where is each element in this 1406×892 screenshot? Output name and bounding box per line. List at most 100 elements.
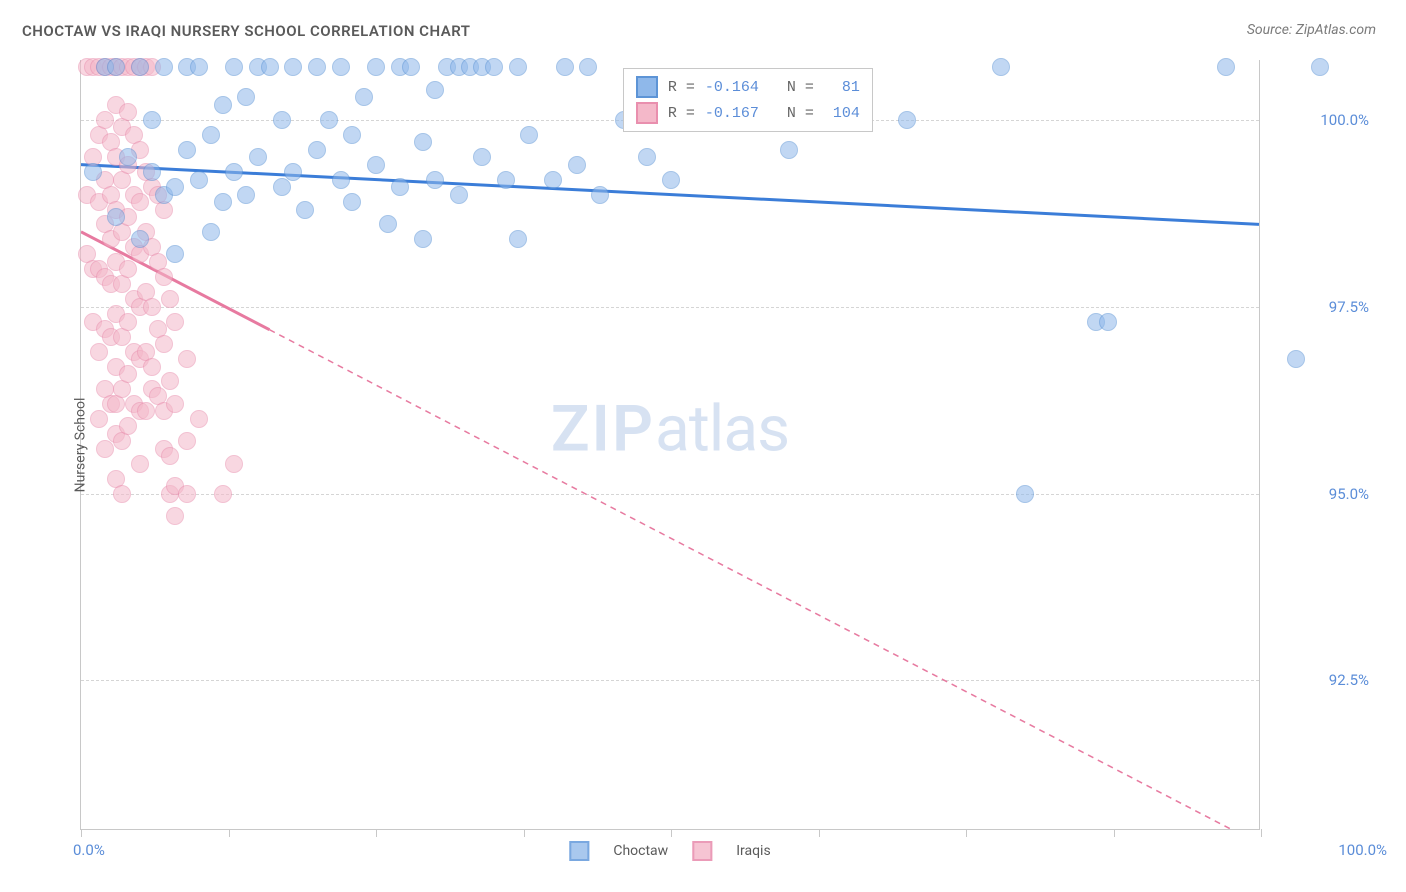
r-label: R = [668, 105, 695, 122]
scatter-point-choctaw [308, 58, 326, 76]
x-tick [376, 829, 377, 837]
scatter-point-iraqis [178, 485, 196, 503]
scatter-point-choctaw [119, 148, 137, 166]
scatter-point-choctaw [473, 148, 491, 166]
scatter-point-choctaw [143, 163, 161, 181]
scatter-point-choctaw [509, 58, 527, 76]
scatter-point-choctaw [1217, 58, 1235, 76]
scatter-point-choctaw [225, 58, 243, 76]
x-tick [819, 829, 820, 837]
scatter-point-iraqis [119, 313, 137, 331]
scatter-point-choctaw [391, 178, 409, 196]
scatter-point-choctaw [155, 58, 173, 76]
scatter-point-choctaw [214, 193, 232, 211]
scatter-point-choctaw [509, 230, 527, 248]
scatter-point-iraqis [113, 485, 131, 503]
scatter-point-choctaw [273, 178, 291, 196]
scatter-point-choctaw [178, 141, 196, 159]
scatter-point-choctaw [249, 148, 267, 166]
n-value-iraqis: 104 [824, 105, 860, 122]
scatter-point-iraqis [90, 343, 108, 361]
chart-title: CHOCTAW VS IRAQI NURSERY SCHOOL CORRELAT… [22, 22, 471, 40]
scatter-point-choctaw [591, 186, 609, 204]
r-value-choctaw: -0.164 [705, 79, 759, 96]
x-axis-max-label: 100.0% [1267, 841, 1387, 859]
scatter-point-choctaw [1311, 58, 1329, 76]
legend-square-iraqis-bottom [692, 841, 712, 861]
scatter-point-choctaw [190, 171, 208, 189]
scatter-point-choctaw [1287, 350, 1305, 368]
scatter-point-choctaw [107, 58, 125, 76]
scatter-point-choctaw [992, 58, 1010, 76]
scatter-point-choctaw [544, 171, 562, 189]
scatter-point-iraqis [96, 111, 114, 129]
scatter-point-choctaw [273, 111, 291, 129]
chart-plot-area: Nursery School ZIPatlas 100.0%97.5%95.0%… [80, 60, 1260, 830]
gridline-h [81, 680, 1259, 681]
scatter-point-choctaw [568, 156, 586, 174]
y-tick-label: 100.0% [1279, 111, 1369, 129]
scatter-point-choctaw [166, 178, 184, 196]
scatter-point-choctaw [332, 58, 350, 76]
stats-row-choctaw: R = -0.164 N = 81 [636, 74, 860, 100]
scatter-point-iraqis [131, 455, 149, 473]
scatter-point-iraqis [137, 402, 155, 420]
scatter-point-choctaw [780, 141, 798, 159]
scatter-point-choctaw [343, 193, 361, 211]
x-tick [524, 829, 525, 837]
x-tick [1261, 829, 1262, 837]
n-value-choctaw: 81 [824, 79, 860, 96]
scatter-point-choctaw [426, 171, 444, 189]
scatter-point-iraqis [225, 455, 243, 473]
r-label: R = [668, 79, 695, 96]
scatter-point-choctaw [131, 58, 149, 76]
scatter-point-iraqis [155, 335, 173, 353]
watermark-bold: ZIP [551, 392, 655, 467]
scatter-point-choctaw [402, 58, 420, 76]
scatter-point-iraqis [155, 268, 173, 286]
x-tick [966, 829, 967, 837]
scatter-point-choctaw [131, 230, 149, 248]
scatter-point-iraqis [131, 193, 149, 211]
bottom-legend: Choctaw Iraqis [569, 841, 770, 861]
scatter-point-choctaw [166, 245, 184, 263]
watermark: ZIPatlas [551, 392, 789, 467]
n-label: N = [787, 105, 814, 122]
scatter-point-iraqis [166, 313, 184, 331]
legend-label-choctaw: Choctaw [613, 843, 668, 859]
scatter-point-choctaw [237, 88, 255, 106]
scatter-point-iraqis [178, 350, 196, 368]
scatter-point-iraqis [166, 507, 184, 525]
x-tick [229, 829, 230, 837]
scatter-point-iraqis [119, 365, 137, 383]
scatter-point-choctaw [107, 208, 125, 226]
scatter-point-choctaw [556, 58, 574, 76]
scatter-point-iraqis [96, 440, 114, 458]
scatter-point-iraqis [119, 260, 137, 278]
scatter-point-iraqis [143, 358, 161, 376]
scatter-point-choctaw [284, 163, 302, 181]
scatter-point-choctaw [261, 58, 279, 76]
scatter-point-iraqis [161, 447, 179, 465]
scatter-point-choctaw [497, 171, 515, 189]
scatter-point-choctaw [579, 58, 597, 76]
watermark-light: atlas [655, 392, 789, 467]
scatter-point-iraqis [161, 372, 179, 390]
scatter-point-choctaw [320, 111, 338, 129]
scatter-point-choctaw [355, 88, 373, 106]
scatter-point-choctaw [414, 230, 432, 248]
scatter-point-choctaw [237, 186, 255, 204]
scatter-point-choctaw [332, 171, 350, 189]
legend-square-iraqis [636, 102, 658, 124]
x-tick [81, 829, 82, 837]
scatter-point-choctaw [143, 111, 161, 129]
correlation-stats-box: R = -0.164 N = 81 R = -0.167 N = 104 [623, 68, 873, 132]
y-axis-title: Nursery School [72, 397, 88, 492]
scatter-point-iraqis [90, 410, 108, 428]
scatter-point-choctaw [296, 201, 314, 219]
legend-square-choctaw-bottom [569, 841, 589, 861]
scatter-point-iraqis [166, 395, 184, 413]
scatter-point-choctaw [1016, 485, 1034, 503]
scatter-point-choctaw [414, 133, 432, 151]
y-tick-label: 97.5% [1279, 298, 1369, 316]
